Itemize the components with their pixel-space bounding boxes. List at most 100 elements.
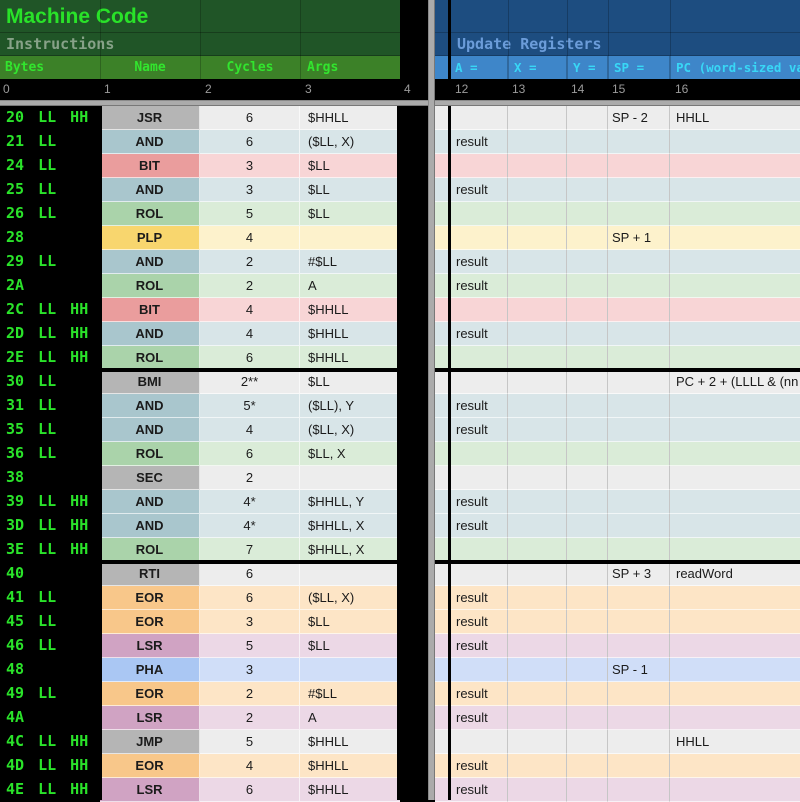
column-index-0[interactable]: 0 [3,82,10,96]
cell-cycles[interactable]: 3 [200,658,300,682]
cell-y-register[interactable] [567,346,608,370]
cell-cycles[interactable]: 4* [200,490,300,514]
cell-args[interactable]: $LL [300,178,400,202]
cell-sp-register[interactable] [608,610,670,634]
cell-pc-register[interactable] [670,514,800,538]
cell-a-register[interactable] [449,466,508,490]
cell-bytes[interactable]: 49 LL [0,682,100,706]
cell-y-register[interactable] [567,778,608,802]
cell-sp-register[interactable] [608,250,670,274]
cell-y-register[interactable] [567,394,608,418]
cell-x-register[interactable] [508,610,567,634]
cell-x-register[interactable] [508,538,567,562]
cell-name[interactable]: AND [100,514,200,538]
cell-name[interactable]: EOR [100,682,200,706]
cell-args[interactable]: $LL [300,610,400,634]
cell-bytes[interactable]: 40 [0,562,100,586]
cell-y-register[interactable] [567,658,608,682]
cell-x-register[interactable] [508,778,567,802]
column-header-sp-register[interactable]: SP = [608,56,670,79]
cell-bytes[interactable]: 29 LL [0,250,100,274]
cell-sp-register[interactable] [608,682,670,706]
cell-sp-register[interactable] [608,754,670,778]
column-header-x-register[interactable]: X = [508,56,567,79]
cell-pc-register[interactable]: PC + 2 + (LLLL & (nn [670,370,800,394]
cell-partial[interactable] [435,538,449,562]
cell-y-register[interactable] [567,298,608,322]
cell-pc-register[interactable] [670,322,800,346]
cell-name[interactable]: EOR [100,754,200,778]
cell-bytes[interactable]: 28 [0,226,100,250]
cell-y-register[interactable] [567,322,608,346]
cell-bytes[interactable]: 2E LL HH [0,346,100,370]
cell-sp-register[interactable] [608,202,670,226]
column-index-12[interactable]: 12 [455,82,469,96]
cell-cycles[interactable]: 6 [200,562,300,586]
cell-sp-register[interactable] [608,274,670,298]
cell-args[interactable]: $LL [300,154,400,178]
cell-a-register[interactable] [449,658,508,682]
cell-pc-register[interactable]: HHLL [670,106,800,130]
cell-args[interactable]: ($LL, X) [300,418,400,442]
cell-name[interactable]: JSR [100,106,200,130]
cell-a-register[interactable]: result [449,178,508,202]
column-header-name[interactable]: Name [134,60,166,75]
cell-args[interactable]: $HHLL [300,754,400,778]
cell-pc-register[interactable] [670,490,800,514]
cell-cycles[interactable]: 6 [200,586,300,610]
cell-cycles[interactable]: 4 [200,322,300,346]
cell-x-register[interactable] [508,562,567,586]
cell-name[interactable]: EOR [100,610,200,634]
cell-y-register[interactable] [567,610,608,634]
cell-x-register[interactable] [508,586,567,610]
cell-pc-register[interactable] [670,778,800,802]
cell-partial[interactable] [435,634,449,658]
cell-pc-register[interactable] [670,610,800,634]
cell-partial[interactable] [435,754,449,778]
cell-name[interactable]: AND [100,250,200,274]
cell-args[interactable]: $HHLL [300,322,400,346]
cell-cycles[interactable]: 5 [200,202,300,226]
cell-args[interactable]: $HHLL [300,778,400,802]
cell-sp-register[interactable] [608,730,670,754]
cell-y-register[interactable] [567,106,608,130]
cell-y-register[interactable] [567,202,608,226]
cell-y-register[interactable] [567,154,608,178]
cell-cycles[interactable]: 6 [200,442,300,466]
cell-name[interactable]: AND [100,490,200,514]
column-index-1[interactable]: 1 [104,82,111,96]
cell-a-register[interactable] [449,226,508,250]
cell-pc-register[interactable] [670,754,800,778]
cell-bytes[interactable]: 35 LL [0,418,100,442]
sheet-title-cell[interactable]: Machine Code [0,0,400,33]
cell-sp-register[interactable] [608,778,670,802]
cell-name[interactable]: RTI [100,562,200,586]
cell-y-register[interactable] [567,178,608,202]
cell-args[interactable]: $HHLL [300,346,400,370]
cell-bytes[interactable]: 38 [0,466,100,490]
cell-name[interactable]: PLP [100,226,200,250]
cell-sp-register[interactable] [608,706,670,730]
cell-name[interactable]: EOR [100,586,200,610]
cell-partial[interactable] [435,394,449,418]
cell-x-register[interactable] [508,154,567,178]
cell-pc-register[interactable] [670,130,800,154]
cell-x-register[interactable] [508,202,567,226]
cell-args[interactable]: ($LL), Y [300,394,400,418]
cell-a-register[interactable]: result [449,490,508,514]
cell-y-register[interactable] [567,634,608,658]
cell-pc-register[interactable] [670,298,800,322]
cell-a-register[interactable] [449,154,508,178]
cell-partial[interactable] [435,562,449,586]
cell-name[interactable]: BIT [100,154,200,178]
cell-x-register[interactable] [508,730,567,754]
cell-x-register[interactable] [508,346,567,370]
cell-bytes[interactable]: 4E LL HH [0,778,100,802]
cell-partial[interactable] [435,346,449,370]
cell-bytes[interactable]: 26 LL [0,202,100,226]
cell-a-register[interactable]: result [449,586,508,610]
cell-a-register[interactable] [449,346,508,370]
cell-name[interactable]: LSR [100,706,200,730]
cell-partial[interactable] [435,706,449,730]
cell-name[interactable]: LSR [100,778,200,802]
